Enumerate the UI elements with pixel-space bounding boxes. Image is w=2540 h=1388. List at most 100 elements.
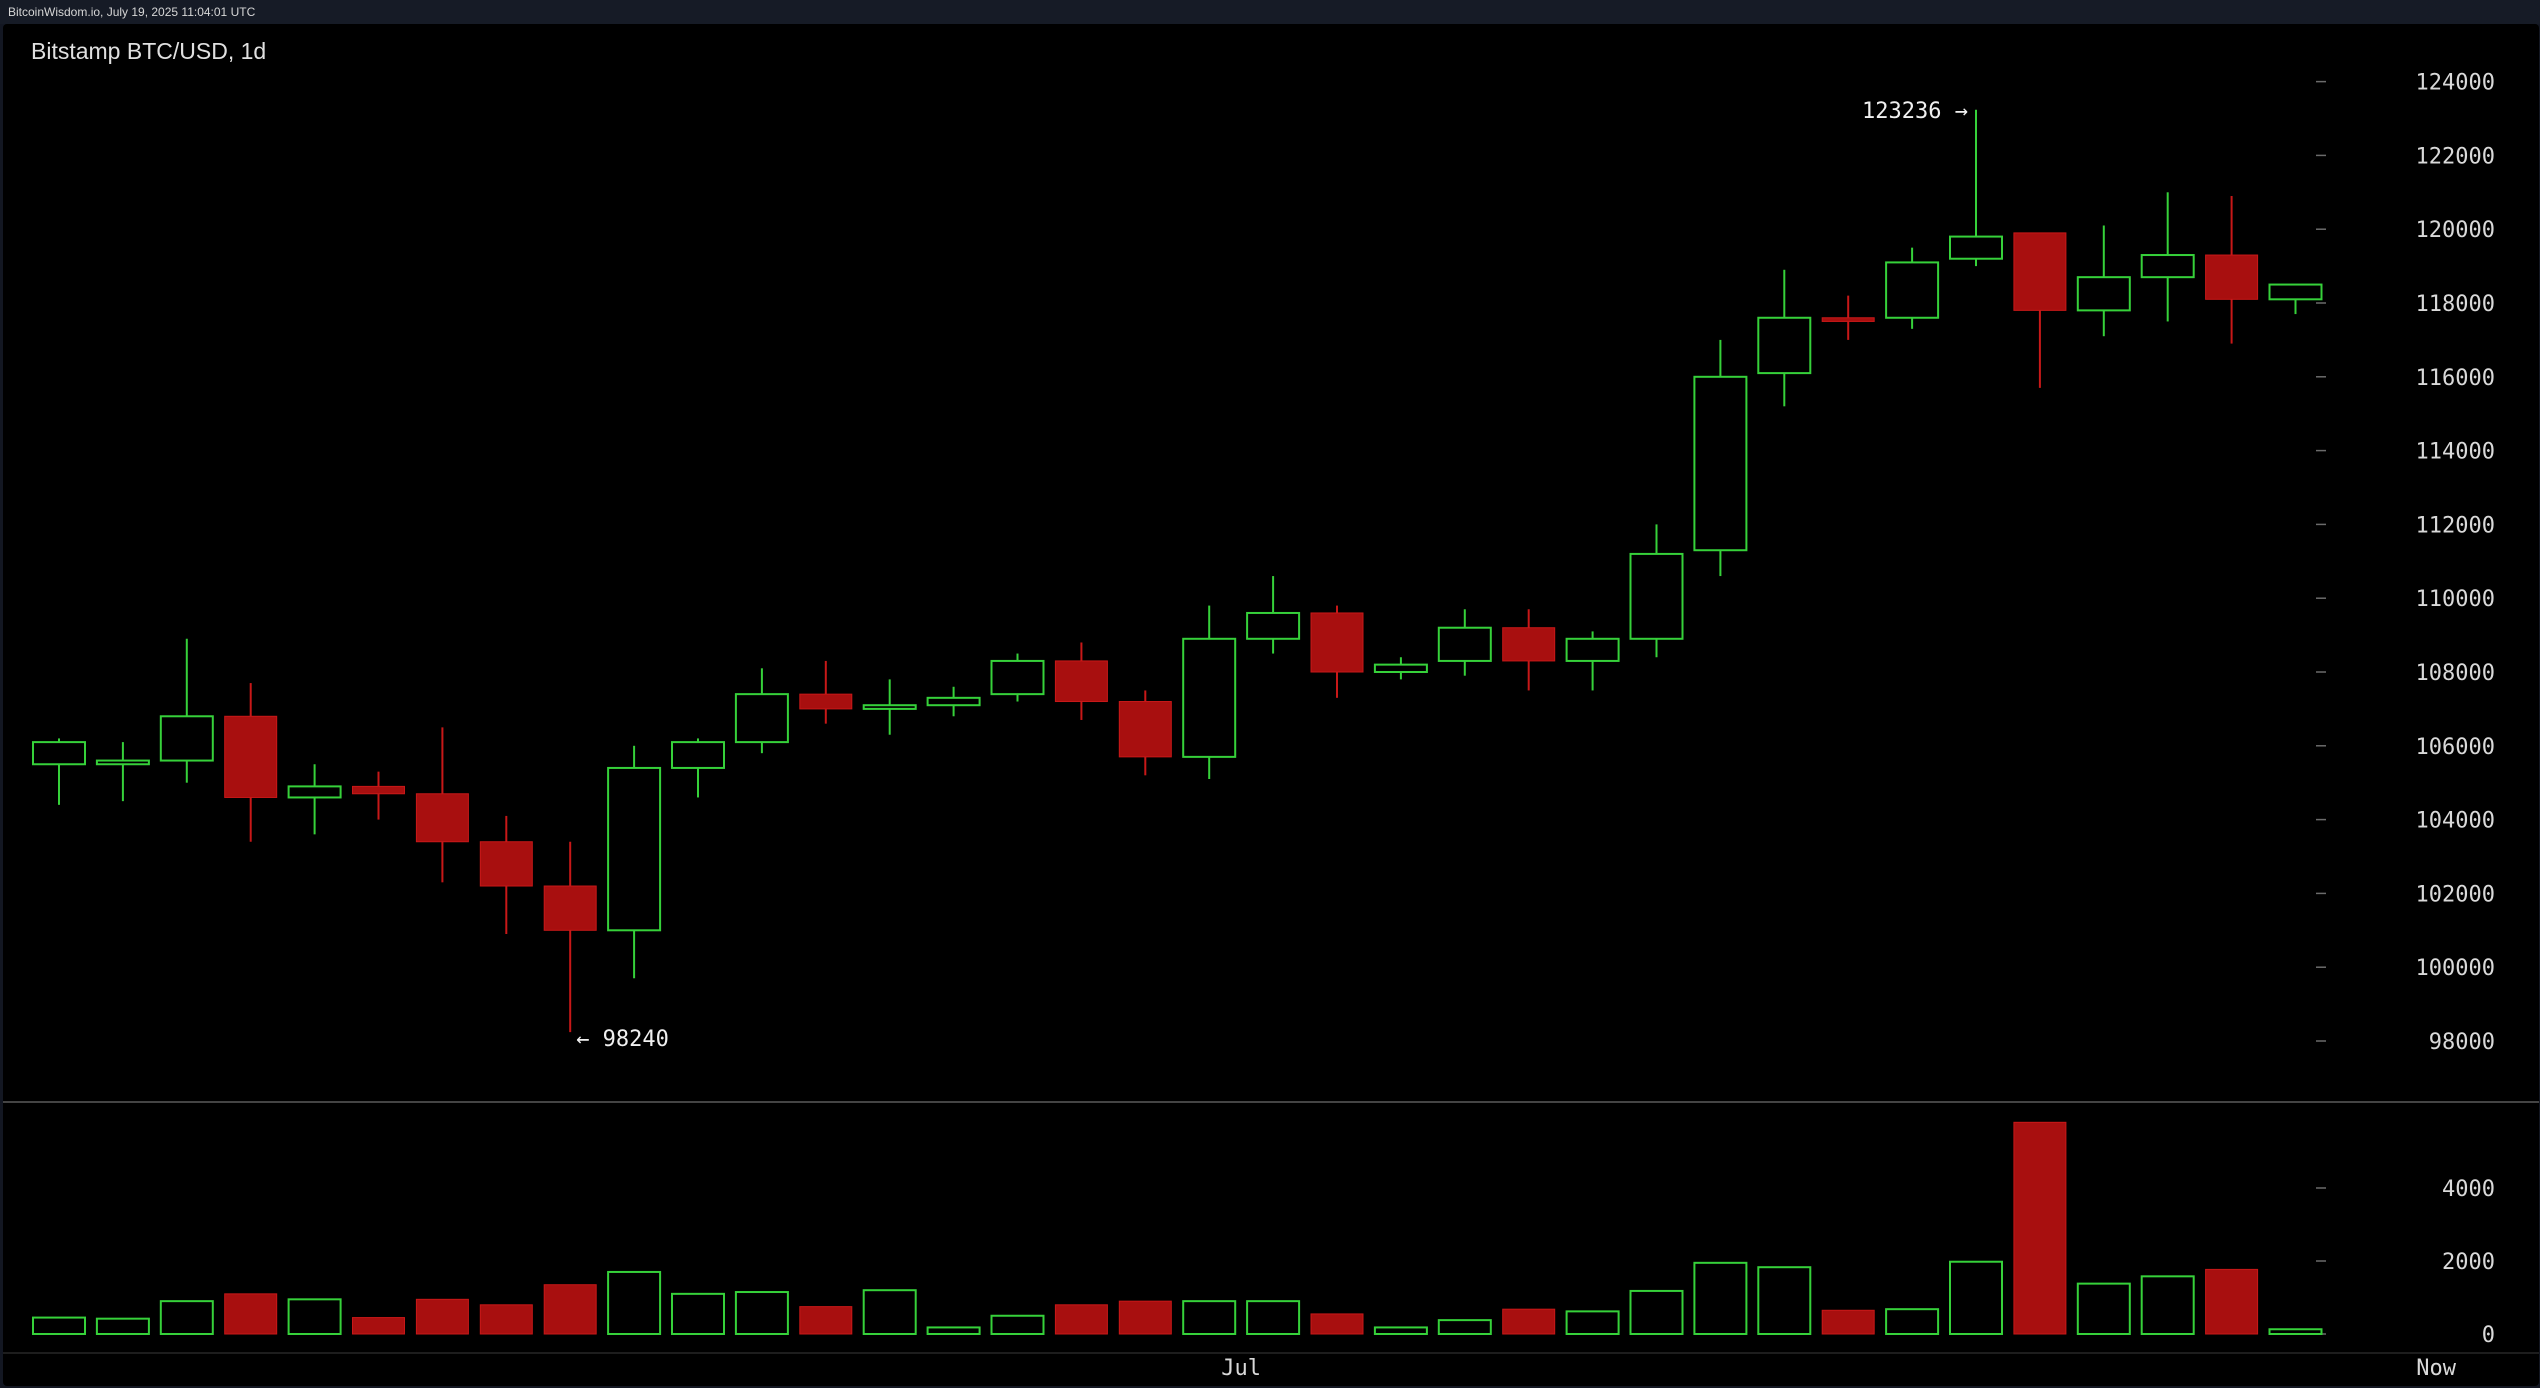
- volume-bar-down: [2205, 1268, 2259, 1335]
- volume-bar-up: [1373, 1326, 1428, 1336]
- candle: [1502, 609, 1556, 691]
- top-bar: BitcoinWisdom.io, July 19, 2025 11:04:01…: [0, 0, 2540, 24]
- candle-body-up: [1373, 663, 1428, 673]
- time-label-jul: Jul: [1221, 1356, 1261, 1381]
- candle-body-up: [1885, 261, 1940, 319]
- candle-body-up: [734, 693, 789, 744]
- volume-bar-up: [1629, 1289, 1684, 1336]
- candle: [926, 686, 981, 717]
- candle: [799, 660, 853, 724]
- candle: [862, 679, 917, 735]
- candle-body-down: [1502, 627, 1556, 662]
- volume-bar-down: [1054, 1304, 1108, 1335]
- candle-body-up: [2076, 276, 2131, 312]
- chart-title: Bitstamp BTC/USD, 1d: [31, 38, 267, 64]
- price-tick-label: 100000: [2416, 956, 2495, 981]
- candle-body-up: [32, 741, 86, 766]
- volume-bar-up: [1757, 1266, 1812, 1335]
- price-tick-label: 118000: [2416, 292, 2495, 317]
- candle-body-down: [224, 715, 278, 798]
- candle-body-up: [671, 741, 725, 769]
- candle-body-up: [95, 759, 150, 766]
- candle-body-up: [1182, 637, 1237, 758]
- candle-body-down: [415, 793, 469, 843]
- volume-bar-up: [926, 1326, 981, 1336]
- volume-bar-down: [1502, 1308, 1556, 1335]
- candle: [2140, 192, 2195, 322]
- chart-area[interactable]: 98000 100000 102000 104000 106000 108000 11000…: [3, 24, 2539, 1386]
- volume-bar-down: [479, 1304, 533, 1335]
- candle-body-up: [1565, 637, 1620, 662]
- price-tick-label: 106000: [2416, 735, 2495, 760]
- volume-bar-up: [607, 1270, 662, 1335]
- candle-body-up: [1757, 316, 1812, 375]
- candle: [352, 771, 405, 820]
- volume-series: [32, 1121, 2323, 1336]
- candle-body-down: [1054, 660, 1108, 703]
- candlestick-series: [32, 109, 2323, 1033]
- candle: [990, 653, 1045, 702]
- volume-bar-down: [352, 1317, 405, 1335]
- price-tick-label: 116000: [2416, 366, 2495, 391]
- price-tick-label: 104000: [2416, 809, 2495, 834]
- volume-bar-up: [2076, 1282, 2131, 1336]
- candle-body-down: [1310, 612, 1364, 673]
- candle-body-up: [926, 696, 981, 707]
- candle-body-up: [287, 785, 342, 799]
- price-tick-label: 112000: [2416, 513, 2495, 538]
- chart-svg[interactable]: 98000 100000 102000 104000 106000 108000 11000…: [3, 24, 2539, 1386]
- volume-bar-down: [1821, 1309, 1875, 1335]
- volume-bar-up: [1246, 1300, 1301, 1336]
- time-label-now: Now: [2416, 1356, 2456, 1381]
- candle: [1565, 631, 1620, 691]
- candle-body-up: [2140, 254, 2195, 279]
- candle-body-down: [2205, 254, 2259, 300]
- volume-bar-down: [799, 1306, 853, 1335]
- candle: [1629, 524, 1684, 658]
- candle: [415, 727, 469, 883]
- candle-body-down: [1118, 701, 1172, 758]
- candle: [159, 638, 214, 783]
- volume-tick-label: 4000: [2442, 1177, 2495, 1202]
- candle: [1373, 657, 1428, 680]
- candle: [2268, 283, 2323, 315]
- candle: [1885, 247, 1940, 329]
- candle-body-up: [1629, 552, 1684, 640]
- candle: [2013, 232, 2067, 388]
- price-axis: 98000 100000 102000 104000 106000 108000 11000…: [2316, 71, 2495, 1055]
- candle: [1757, 269, 1812, 407]
- high-annotation: 123236 →: [1862, 99, 1968, 124]
- volume-bar-up: [990, 1314, 1045, 1335]
- candle: [543, 841, 597, 1033]
- volume-bar-up: [862, 1289, 917, 1335]
- volume-bar-down: [543, 1284, 597, 1335]
- volume-bar-down: [1310, 1313, 1364, 1335]
- candle: [287, 764, 342, 835]
- candle: [95, 742, 150, 802]
- candle: [1182, 605, 1237, 780]
- volume-tick-label: 0: [2482, 1323, 2495, 1348]
- price-tick-label: 120000: [2416, 218, 2495, 243]
- candle: [1437, 609, 1492, 676]
- volume-bar-up: [287, 1298, 342, 1335]
- volume-bar-up: [2140, 1275, 2195, 1335]
- candle: [1693, 339, 1748, 577]
- candle-body-up: [1949, 235, 2003, 260]
- candle: [1054, 642, 1108, 720]
- candle: [479, 815, 533, 934]
- candle-body-up: [1246, 611, 1301, 640]
- volume-bar-up: [1693, 1261, 1748, 1335]
- candle: [1821, 295, 1875, 340]
- candle-body-up: [2268, 283, 2323, 301]
- low-annotation: ← 98240: [576, 1027, 669, 1052]
- candle-body-up: [159, 715, 214, 762]
- candle-body-up: [990, 659, 1045, 696]
- price-tick-label: 124000: [2416, 71, 2495, 96]
- candle-body-down: [2013, 232, 2067, 311]
- candle-body-down: [352, 785, 405, 795]
- price-annotations: 123236 → ← 98240: [576, 99, 1968, 1052]
- candle-body-up: [607, 766, 662, 932]
- volume-bar-down: [1118, 1300, 1172, 1335]
- candle: [2076, 225, 2131, 337]
- volume-bar-up: [32, 1316, 86, 1335]
